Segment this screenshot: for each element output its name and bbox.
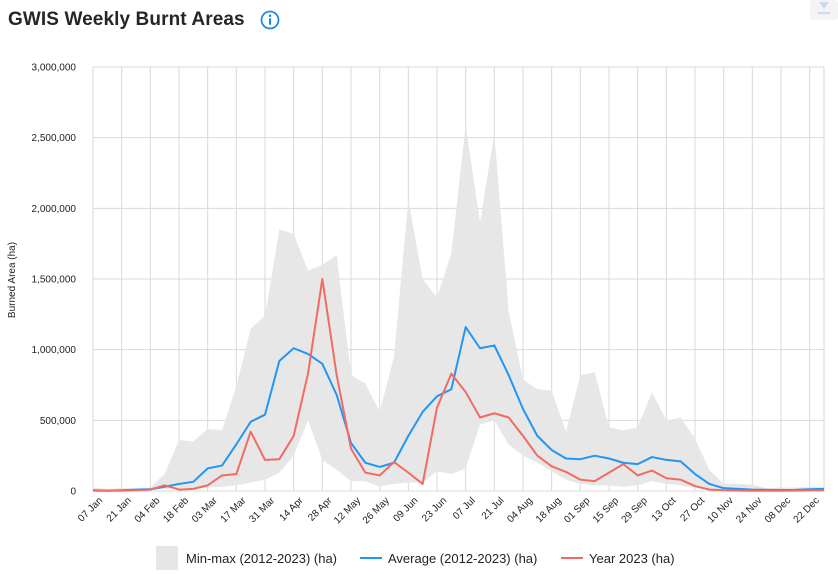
chart-legend: Min-max (2012-2023) (ha) Average (2012-2… (0, 544, 838, 572)
x-tick-label: 15 Sep (591, 495, 621, 525)
x-tick-label: 31 Mar (247, 495, 277, 525)
x-tick-label: 22 Dec (792, 495, 822, 525)
legend-swatch-year (561, 557, 583, 559)
legend-item-year[interactable]: Year 2023 (ha) (561, 544, 675, 572)
x-tick-label: 23 Jun (420, 495, 449, 524)
x-tick-label: 27 Oct (679, 495, 708, 524)
x-tick-label: 24 Nov (734, 495, 764, 525)
y-tick-label: 2,500,000 (32, 133, 77, 144)
y-axis-label: Burned Area (ha) (7, 242, 18, 318)
y-tick-label: 3,000,000 (32, 63, 77, 74)
x-tick-label: 07 Jan (76, 495, 105, 524)
minmax-area-layer (93, 124, 824, 491)
minmax-area (93, 124, 824, 491)
year-2023-line[interactable] (93, 278, 825, 492)
x-tick-label: 21 Jul (480, 495, 507, 522)
legend-label-minmax: Min-max (2012-2023) (ha) (186, 550, 338, 566)
x-tick-label: 18 Aug (534, 495, 564, 525)
x-tick-label: 14 Apr (278, 495, 307, 524)
legend-item-minmax[interactable]: Min-max (2012-2023) (ha) (156, 544, 337, 572)
x-tick-label: 28 Apr (306, 495, 335, 524)
y-tick-label: 0 (70, 487, 76, 498)
series-line-layer (92, 278, 825, 492)
chart-header: GWIS Weekly Burnt Areas (8, 6, 280, 34)
legend-label-average: Average (2012-2023) (ha) (388, 550, 538, 566)
x-tick-label: 04 Feb (133, 495, 163, 525)
chart-title: GWIS Weekly Burnt Areas (8, 9, 245, 30)
x-tick-label: 13 Oct (650, 495, 679, 524)
x-tick-label: 08 Dec (763, 495, 793, 525)
x-tick-label: 21 Jan (105, 495, 134, 524)
x-tick-label: 04 Aug (505, 495, 535, 525)
x-tick-label: 12 May (332, 495, 363, 526)
y-tick-label: 500,000 (40, 416, 77, 427)
x-tick-label: 03 Mar (190, 495, 220, 525)
y-tick-label: 2,000,000 (32, 204, 77, 215)
x-tick-label: 07 Jul (451, 495, 478, 522)
y-tick-label: 1,000,000 (32, 345, 77, 356)
legend-label-year: Year 2023 (ha) (589, 550, 675, 566)
legend-swatch-average (360, 557, 382, 559)
y-tick-label: 1,500,000 (32, 275, 77, 286)
burnt-area-chart: 0 500,000 1,000,000 1,500,000 2,000,000 2,500… (7, 63, 825, 526)
info-circle-icon[interactable] (260, 10, 280, 30)
x-tick-label: 09 Jun (391, 495, 420, 524)
x-tick-label: 17 Mar (219, 495, 249, 525)
x-tick-label: 29 Sep (620, 495, 650, 525)
x-tick-label: 10 Nov (706, 495, 736, 525)
legend-item-average[interactable]: Average (2012-2023) (ha) (360, 544, 537, 572)
download-icon[interactable] (810, 0, 838, 20)
x-tick-label: 26 May (361, 495, 392, 526)
average-line[interactable] (92, 326, 825, 492)
x-tick-label: 01 Sep (562, 495, 592, 525)
legend-swatch-minmax (156, 546, 178, 570)
x-tick-label: 18 Feb (161, 495, 191, 525)
